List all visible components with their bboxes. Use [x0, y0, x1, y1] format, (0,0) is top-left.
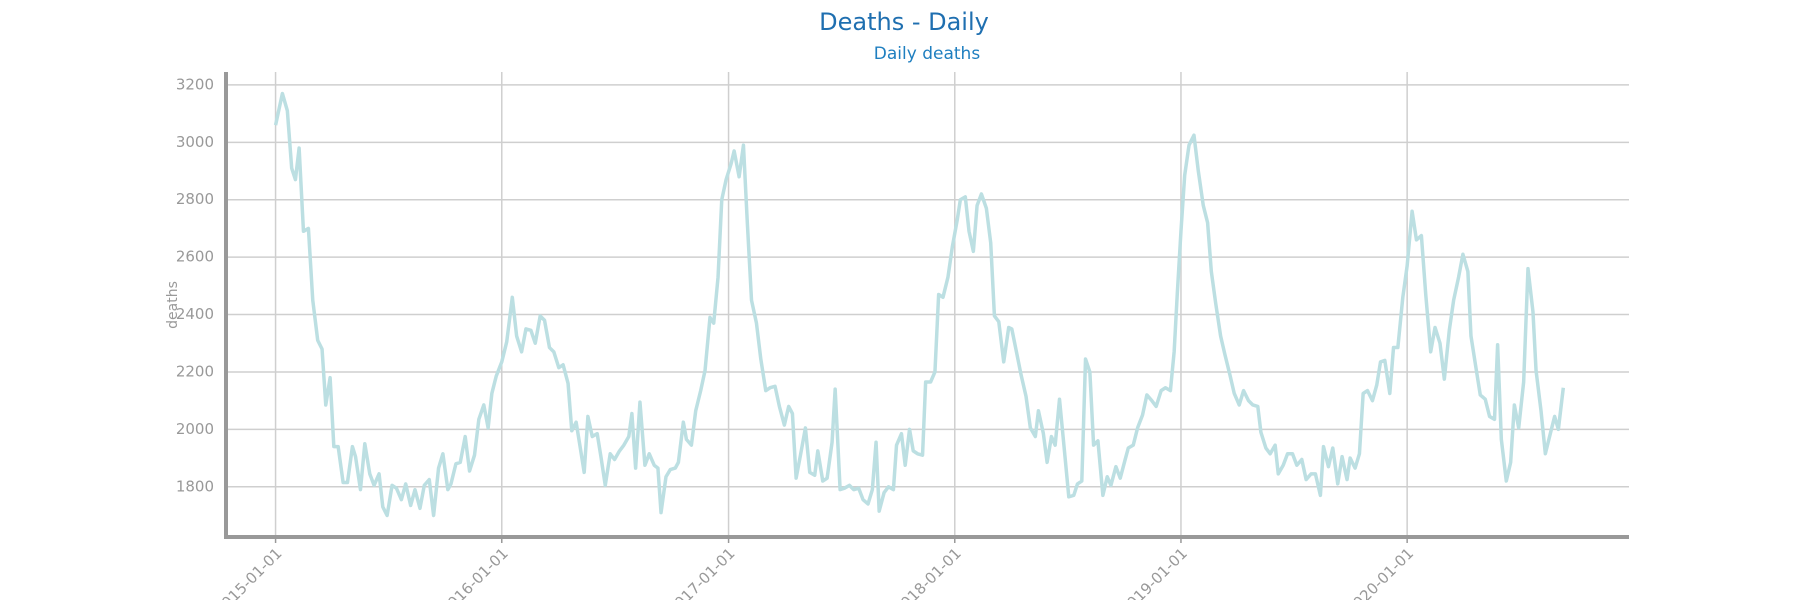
chart-title: Deaths - Daily: [819, 8, 989, 36]
y-axis-label: deaths: [165, 281, 181, 329]
x-tick-label: 2015-01-01: [211, 544, 285, 600]
y-tick-label: 2000: [176, 420, 214, 438]
data-line: [273, 91, 1566, 518]
x-tick-label: 2019-01-01: [1117, 544, 1191, 600]
y-tick-label: 3000: [176, 133, 214, 151]
y-tick-label: 2800: [176, 190, 214, 208]
x-tick-label: 2020-01-01: [1343, 544, 1417, 600]
y-tick-label: 2400: [176, 305, 214, 323]
chart-subtitle: Daily deaths: [874, 44, 981, 64]
x-tick-label: 2017-01-01: [664, 544, 738, 600]
y-tick-label: 2600: [176, 248, 214, 266]
y-tick-label: 3200: [176, 75, 214, 93]
y-tick-label: 1800: [176, 477, 214, 495]
x-tick-label: 2016-01-01: [437, 544, 511, 600]
x-tick-label: 2018-01-01: [890, 544, 964, 600]
y-tick-label: 2200: [176, 362, 214, 380]
